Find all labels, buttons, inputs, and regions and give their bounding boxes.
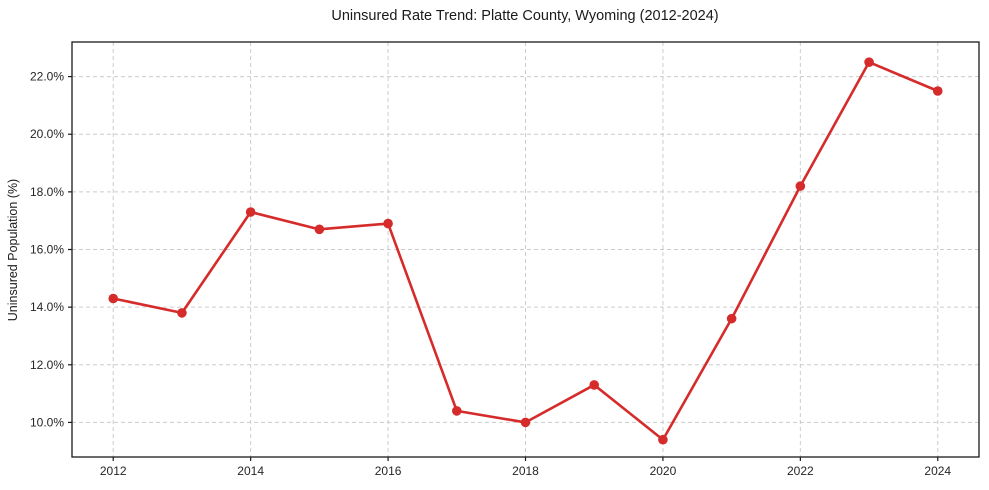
data-point-2018 bbox=[520, 417, 531, 428]
series-layer bbox=[108, 57, 943, 445]
data-point-2012 bbox=[108, 293, 119, 304]
data-point-2022 bbox=[795, 181, 806, 191]
chart-title: Uninsured Rate Trend: Platte County, Wyo… bbox=[331, 8, 718, 24]
y-axis-label: Uninsured Population (%) bbox=[6, 179, 20, 321]
y-tick-label: 16.0% bbox=[30, 243, 64, 257]
data-point-2016 bbox=[383, 218, 393, 229]
x-tick-label: 2014 bbox=[237, 464, 264, 478]
y-tick-label: 22.0% bbox=[30, 70, 64, 84]
x-tick-label: 2020 bbox=[650, 464, 677, 478]
data-point-2017 bbox=[451, 406, 462, 416]
data-point-2023 bbox=[864, 57, 874, 67]
data-point-2019 bbox=[589, 380, 600, 390]
y-tick-label: 18.0% bbox=[30, 185, 64, 199]
y-tick-label: 14.0% bbox=[30, 300, 64, 314]
data-point-2013 bbox=[177, 308, 187, 318]
x-tick-label: 2022 bbox=[787, 464, 814, 478]
x-tick-label: 2016 bbox=[375, 464, 402, 478]
y-tick-label: 10.0% bbox=[30, 415, 64, 429]
data-point-2021 bbox=[726, 313, 737, 324]
data-point-2015 bbox=[314, 224, 325, 235]
plot-border bbox=[71, 41, 980, 458]
y-tick-label: 12.0% bbox=[30, 358, 64, 372]
data-point-2020 bbox=[658, 434, 668, 445]
y-tick-label: 20.0% bbox=[30, 127, 64, 141]
axes-layer: 2012 2014 2016 2018 2020 2022 2024 10.0% 12.0% 14… bbox=[30, 41, 980, 478]
gridline-layer bbox=[72, 42, 979, 457]
data-point-2024 bbox=[932, 86, 943, 96]
x-tick-label: 2012 bbox=[100, 464, 127, 478]
data-point-2014 bbox=[245, 207, 256, 217]
x-tick-label: 2024 bbox=[924, 464, 951, 478]
x-tick-label: 2018 bbox=[512, 464, 539, 478]
